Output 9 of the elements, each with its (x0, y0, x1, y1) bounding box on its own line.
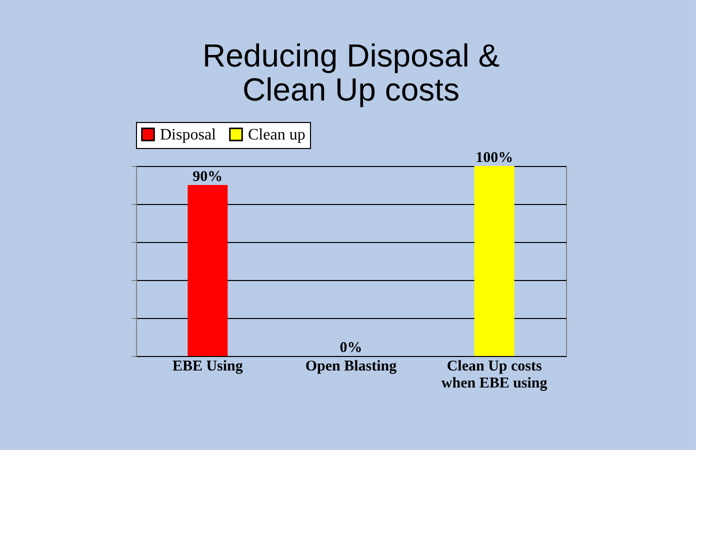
data-label: 90% (192, 169, 223, 185)
data-label: 0% (340, 340, 362, 356)
legend-label: Clean up (248, 126, 306, 144)
chart-title: Reducing Disposal & Clean Up costs (202, 38, 500, 108)
x-tick-label: Clean Up costs when EBE using (441, 358, 548, 392)
x-tick-label: Open Blasting (305, 358, 398, 374)
legend-label: Disposal (160, 126, 217, 144)
data-label: 100% (476, 150, 514, 166)
x-tick-label: EBE Using (172, 358, 244, 374)
